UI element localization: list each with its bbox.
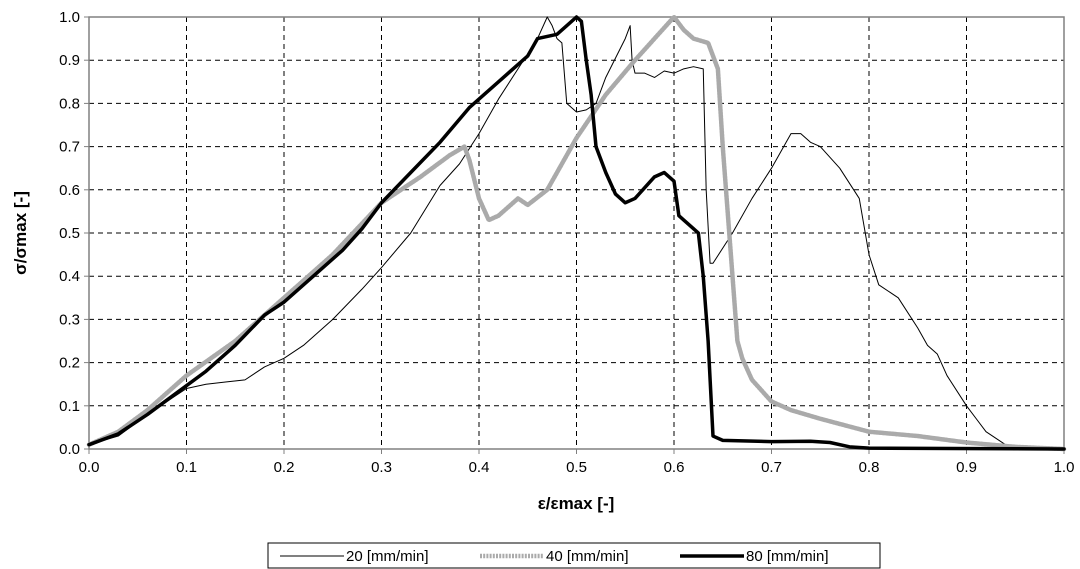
y-tick-label: 0.0: [59, 441, 80, 458]
x-tick-label: 0.3: [371, 459, 392, 476]
x-tick-label: 0.7: [761, 459, 782, 476]
series-layer: [86, 14, 1067, 452]
legend-box: [267, 542, 881, 569]
x-tick-label: 0.6: [664, 459, 685, 476]
x-tick-label: 0.0: [79, 459, 100, 476]
y-axis-title: σ/σmax [-]: [11, 191, 30, 275]
legend-label-2: 40 [mm/min]: [546, 548, 629, 565]
y-tick-label: 0.6: [59, 182, 80, 199]
tick-labels: 0.0 0.1 0.2 0.3 0.4 0.5 0.6 0.7 0.8 0.9 1.0 0.0 0.1 0…: [59, 9, 1074, 476]
x-tick-label: 0.4: [469, 459, 490, 476]
x-tick-label: 0.5: [566, 459, 587, 476]
y-tick-label: 0.1: [59, 398, 80, 415]
y-tick-label: 1.0: [59, 9, 80, 26]
series-line-1: [88, 16, 1065, 450]
y-tick-label: 0.7: [59, 139, 80, 156]
y-tick-label: 0.3: [59, 311, 80, 328]
x-tick-label: 1.0: [1054, 459, 1075, 476]
y-tick-label: 0.9: [59, 52, 80, 69]
x-tick-label: 0.8: [859, 459, 880, 476]
y-tick-label: 0.8: [59, 95, 80, 112]
x-axis-title: ε/εmax [-]: [538, 494, 615, 513]
series-line-3: [87, 15, 1066, 451]
legend-label-1: 20 [mm/min]: [346, 548, 429, 565]
y-tick-label: 0.5: [59, 225, 80, 242]
series-line-2: [86, 14, 1067, 452]
x-tick-label: 0.9: [956, 459, 977, 476]
y-tick-label: 0.2: [59, 355, 80, 372]
x-tick-label: 0.1: [176, 459, 197, 476]
x-tick-label: 0.2: [274, 459, 295, 476]
legend: 20 [mm/min] 40 [mm/min] 80 [mm/min]: [267, 542, 881, 569]
legend-label-3: 80 [mm/min]: [746, 548, 829, 565]
grid: [89, 17, 1064, 449]
y-tick-label: 0.4: [59, 268, 80, 285]
